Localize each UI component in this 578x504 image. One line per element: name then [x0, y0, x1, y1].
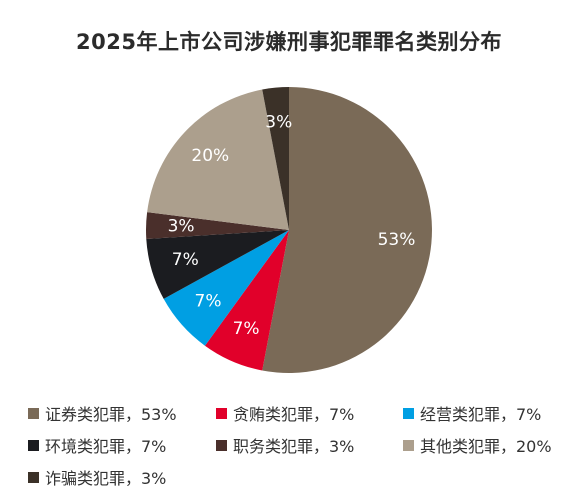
- legend-item-6: 诈骗类犯罪，3%: [28, 467, 167, 488]
- slice-label-5: 20%: [191, 146, 229, 166]
- pie-slice-6: [262, 87, 289, 230]
- legend-swatch: [216, 439, 227, 451]
- legend-swatch: [216, 407, 227, 419]
- slice-label-2: 7%: [195, 291, 222, 311]
- legend-label: 其他类犯罪，20%: [420, 437, 552, 456]
- legend-label: 诈骗类犯罪，3%: [45, 469, 167, 488]
- legend-item-5: 其他类犯罪，20%: [403, 435, 552, 456]
- pie-slice-1: [204, 230, 289, 371]
- slice-label-0: 53%: [378, 230, 416, 250]
- legend-swatch: [403, 439, 414, 451]
- pie-slice-3: [146, 230, 289, 299]
- pie-slice-0: [262, 87, 432, 373]
- legend-swatch: [28, 407, 39, 419]
- pie-slice-4: [145, 212, 289, 239]
- legend-label: 证券类犯罪，53%: [45, 405, 177, 424]
- slice-label-3: 7%: [172, 250, 199, 270]
- legend-swatch: [28, 439, 39, 451]
- legend-label: 经营类犯罪，7%: [420, 405, 542, 424]
- legend-item-1: 贪贿类犯罪，7%: [216, 403, 355, 424]
- legend-item-2: 经营类犯罪，7%: [403, 403, 542, 424]
- slice-label-1: 7%: [233, 319, 260, 339]
- chart-title: 2025年上市公司涉嫌刑事犯罪罪名类别分布: [76, 30, 502, 54]
- pie-slice-2: [163, 230, 289, 346]
- slice-label-6: 3%: [265, 113, 292, 133]
- slice-label-4: 3%: [168, 217, 195, 237]
- legend-item-0: 证券类犯罪，53%: [28, 403, 177, 424]
- legend-label: 贪贿类犯罪，7%: [233, 405, 355, 424]
- legend-swatch: [28, 471, 39, 483]
- legend-item-3: 环境类犯罪，7%: [28, 435, 167, 456]
- legend-label: 职务类犯罪，3%: [233, 437, 355, 456]
- legend-item-4: 职务类犯罪，3%: [216, 435, 355, 456]
- legend-label: 环境类犯罪，7%: [45, 437, 167, 456]
- pie-slice-5: [147, 89, 289, 230]
- legend-swatch: [403, 407, 414, 419]
